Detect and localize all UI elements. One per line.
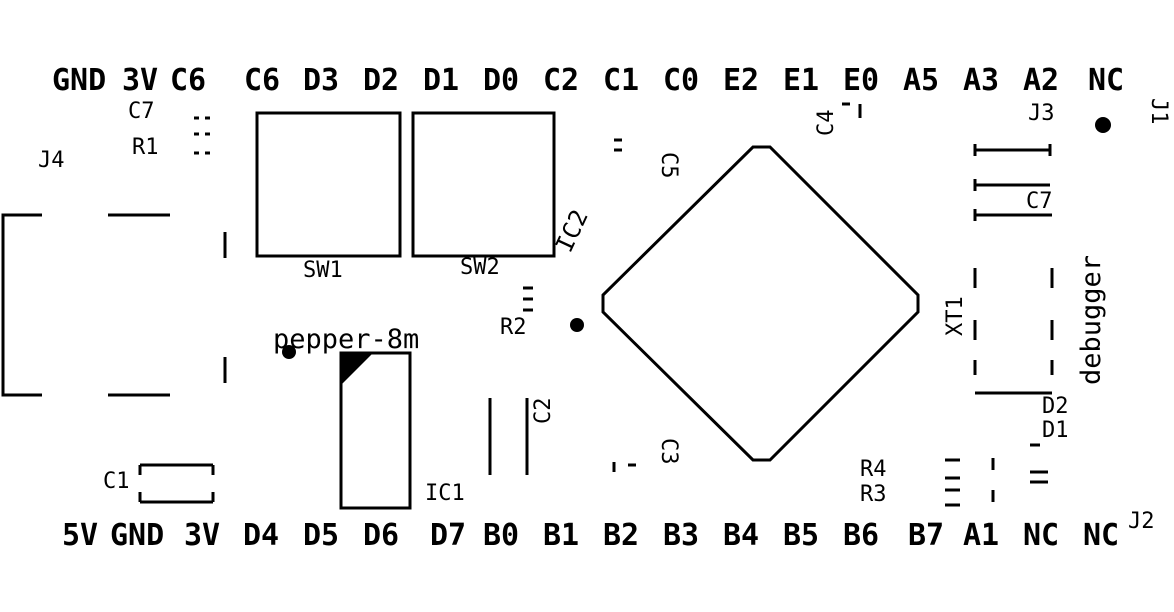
- ic1-pin1-marker: [341, 353, 373, 385]
- board-title: pepper-8m: [273, 324, 419, 355]
- bottom-pin-label: D5: [303, 518, 339, 553]
- j1-label: J1: [1146, 98, 1171, 125]
- r3-r4-d-footprints: [945, 443, 1048, 507]
- r2-footprint: [523, 286, 533, 312]
- top-pin-label: C6: [170, 63, 206, 98]
- mcu-outline: [601, 145, 920, 462]
- ic1-label: IC1: [425, 481, 465, 506]
- top-pin-label: A2: [1023, 63, 1059, 98]
- d1-label: D1: [1042, 418, 1069, 443]
- bottom-pin-label: B7: [908, 518, 944, 553]
- xt1-label: XT1: [943, 296, 968, 336]
- top-pin-label: D0: [483, 63, 519, 98]
- r2-label: R2: [500, 315, 527, 340]
- bottom-pin-label: 5V: [62, 518, 98, 553]
- top-pin-label: E0: [843, 63, 879, 98]
- j3-label: J3: [1028, 101, 1055, 126]
- sw1-label: SW1: [303, 258, 343, 283]
- j4-label: J4: [38, 148, 65, 173]
- c7-left-label: C7: [128, 99, 155, 124]
- top-pin-label: D3: [303, 63, 339, 98]
- top-pin-label: E1: [783, 63, 819, 98]
- top-pin-label: GND: [52, 63, 106, 98]
- bottom-pin-label: B3: [663, 518, 699, 553]
- top-pin-label: A3: [963, 63, 999, 98]
- ic2-pin1-dot: [570, 318, 584, 332]
- c2-footprint: [488, 398, 529, 475]
- top-pin-label: E2: [723, 63, 759, 98]
- c2-label: C2: [531, 398, 556, 425]
- xt1-footprint: [973, 268, 1054, 395]
- j4-connector-outline: [1, 213, 227, 397]
- bottom-pin-label: 3V: [184, 518, 220, 553]
- top-pin-label: C2: [543, 63, 579, 98]
- bottom-pin-label: B4: [723, 518, 759, 553]
- bottom-pin-label: B0: [483, 518, 519, 553]
- r3-label: R3: [860, 482, 887, 507]
- d2-label: D2: [1042, 394, 1069, 419]
- top-header-labels: GND 3V C6 C6 D3 D2 D1 D0 C2 C1 C0 E2 E1 …: [52, 63, 1124, 98]
- c7-right-label: C7: [1026, 189, 1053, 214]
- bottom-header-labels: 5V GND 3V D4 D5 D6 D7 B0 B1 B2 B3 B4 B5 …: [62, 518, 1119, 553]
- c1-label: C1: [103, 469, 130, 494]
- top-pin-label: D2: [363, 63, 399, 98]
- bottom-pin-label: D6: [363, 518, 399, 553]
- c3-label: C3: [656, 438, 681, 465]
- sw2-label: SW2: [460, 255, 500, 280]
- bottom-pin-label: B6: [843, 518, 879, 553]
- bottom-pin-label: NC: [1023, 518, 1059, 553]
- top-pin-label: A5: [903, 63, 939, 98]
- bottom-pin-label: NC: [1083, 518, 1119, 553]
- c4-label: C4: [814, 110, 839, 137]
- sw2-outline: [411, 111, 556, 258]
- top-pin-label: C0: [663, 63, 699, 98]
- bottom-pin-label: GND: [110, 518, 164, 553]
- c7-right-footprint: [973, 209, 1052, 221]
- j2-label: J2: [1128, 509, 1155, 534]
- bottom-pin-label: B1: [543, 518, 579, 553]
- debugger-label: debugger: [1076, 255, 1107, 385]
- ic1-pin1-dot: [282, 345, 296, 359]
- top-pin-label: NC: [1088, 63, 1124, 98]
- bottom-pin-label: A1: [963, 518, 999, 553]
- r4-label: R4: [860, 457, 887, 482]
- top-pin-label: C1: [603, 63, 639, 98]
- top-pin-label: D1: [423, 63, 459, 98]
- bottom-pin-label: D4: [243, 518, 279, 553]
- top-pin-label: 3V: [122, 63, 158, 98]
- ic2-label: IC2: [550, 205, 594, 256]
- top-pin-label: C6: [244, 63, 280, 98]
- c3-footprint: [612, 462, 636, 472]
- bottom-pin-label: B2: [603, 518, 639, 553]
- c4-footprint: [842, 102, 862, 118]
- c5-label: C5: [656, 152, 681, 179]
- sw1-outline: [255, 111, 402, 258]
- c5-footprint: [614, 138, 622, 152]
- j3-footprint: [973, 144, 1052, 191]
- bottom-pin-label: D7: [430, 518, 466, 553]
- bottom-pin-label: B5: [783, 518, 819, 553]
- r1-label: R1: [132, 135, 159, 160]
- c7-r1-footprints: [194, 116, 210, 155]
- j1-pin1-dot: [1095, 117, 1111, 133]
- ic1-outline: [339, 351, 412, 510]
- c1-footprint: [138, 463, 215, 504]
